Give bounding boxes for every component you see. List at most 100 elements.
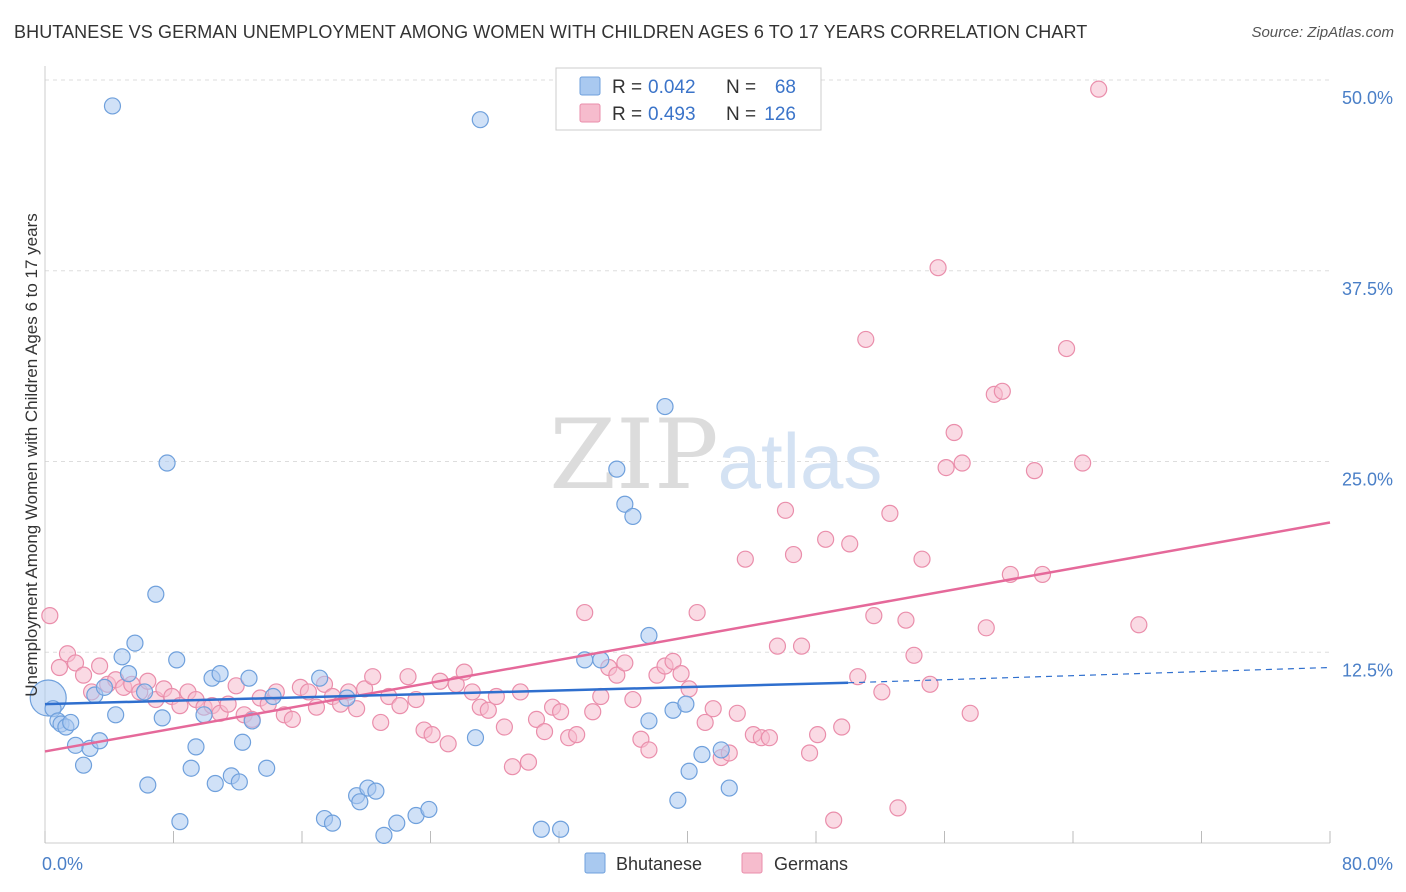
bhutanese-point-12 — [107, 706, 125, 724]
german-point-80 — [688, 603, 706, 622]
legend-n-label-1: N = — [726, 77, 756, 98]
german-point-98 — [833, 718, 851, 736]
german-point-68 — [592, 687, 610, 706]
german-point-59 — [519, 753, 538, 771]
legend-bottom-swatch-pink — [741, 852, 763, 874]
y-tick-label-1: 25.0% — [1342, 470, 1393, 490]
german-point-124 — [1130, 616, 1148, 634]
german-point-74 — [640, 741, 658, 759]
bhutanese-point-42 — [351, 793, 369, 811]
german-point-86 — [736, 550, 754, 568]
bhutanese-point-52 — [552, 820, 570, 838]
german-point-89 — [760, 729, 779, 747]
bhutanese-point-34 — [243, 712, 261, 730]
bhutanese-point-48 — [420, 800, 438, 819]
german-point-122 — [1074, 454, 1092, 472]
bhutanese-point-55 — [608, 460, 626, 478]
bhutanese-point-51 — [532, 820, 550, 838]
german-point-23 — [227, 677, 245, 695]
legend-bottom-label-germans: Germans — [774, 854, 848, 874]
german-point-77 — [664, 652, 682, 671]
trend-lines — [44, 521, 1331, 753]
german-point-82 — [704, 700, 722, 718]
german-point-109 — [921, 675, 939, 693]
bhutanese-point-23 — [171, 813, 189, 831]
bhutanese-trend-extension — [848, 666, 1331, 684]
legend-series: Bhutanese Germans — [584, 852, 848, 874]
german-point-70 — [608, 666, 626, 684]
german-point-100 — [849, 668, 867, 686]
y-tick-label-3: 50.0% — [1342, 88, 1393, 108]
bhutanese-point-29 — [211, 665, 229, 683]
bhutanese-point-28 — [206, 774, 224, 793]
german-point-96 — [817, 530, 835, 548]
bhutanese-point-7 — [74, 756, 93, 774]
bhutanese-point-50 — [471, 111, 489, 129]
german-point-103 — [873, 683, 891, 701]
german-point-1 — [50, 658, 69, 677]
bhutanese-point-22 — [168, 651, 186, 669]
german-point-61 — [535, 723, 554, 741]
grid-lines — [45, 79, 1330, 653]
german-point-99 — [841, 535, 859, 553]
german-point-0 — [41, 607, 59, 625]
german-point-91 — [776, 501, 795, 519]
bhutanese-point-35 — [258, 759, 276, 777]
bhutanese-point-17 — [135, 683, 154, 701]
y-axis-label: Unemployment Among Women with Children A… — [22, 213, 41, 697]
german-point-106 — [897, 611, 915, 629]
legend-r-value-1: 0.042 — [648, 77, 696, 98]
bhutanese-point-44 — [367, 782, 385, 800]
german-point-78 — [672, 665, 690, 683]
bhutanese-point-14 — [113, 648, 131, 666]
german-point-112 — [945, 423, 963, 442]
german-point-121 — [1057, 339, 1076, 358]
bhutanese-points — [29, 97, 738, 844]
bhutanese-point-15 — [119, 665, 138, 683]
chart-title: BHUTANESE VS GERMAN UNEMPLOYMENT AMONG W… — [14, 22, 1088, 42]
y-tick-label-0: 12.5% — [1342, 660, 1393, 680]
bhutanese-point-36 — [264, 687, 282, 706]
german-point-43 — [391, 697, 409, 715]
bhutanese-point-67 — [720, 779, 738, 797]
german-point-113 — [953, 454, 971, 472]
german-point-85 — [728, 704, 746, 722]
legend-r-label-1: R = — [612, 77, 642, 98]
germans-points — [41, 80, 1148, 829]
watermark-zip: ZIP — [549, 399, 718, 511]
chart-source: Source: ZipAtlas.com — [1251, 24, 1394, 41]
bhutanese-point-26 — [195, 706, 213, 724]
legend-r-value-2: 0.493 — [648, 104, 696, 125]
german-point-115 — [977, 619, 995, 637]
bhutanese-point-24 — [182, 759, 200, 777]
legend-stats: R = 0.042 N = 68 R = 0.493 N = 126 — [555, 67, 822, 131]
german-point-30 — [283, 710, 301, 728]
bhutanese-point-39 — [323, 814, 342, 832]
german-point-104 — [881, 504, 899, 522]
bhutanese-point-11 — [95, 678, 114, 696]
bhutanese-point-18 — [139, 776, 157, 794]
bhutanese-point-25 — [187, 738, 205, 756]
bhutanese-point-57 — [624, 507, 642, 526]
bhutanese-point-65 — [693, 745, 711, 764]
german-point-117 — [993, 382, 1011, 400]
bhutanese-point-62 — [677, 695, 695, 713]
legend-r-label-2: R = — [612, 104, 642, 125]
german-point-65 — [568, 726, 586, 744]
german-point-3 — [66, 654, 85, 672]
legend-n-value-2: 126 — [764, 104, 796, 125]
bhutanese-point-13 — [103, 97, 122, 115]
german-point-71 — [616, 654, 634, 672]
bhutanese-point-49 — [466, 729, 485, 747]
bhutanese-point-21 — [158, 454, 176, 472]
bhutanese-point-5 — [62, 713, 80, 732]
y-tick-label-2: 37.5% — [1342, 279, 1393, 299]
german-point-111 — [937, 459, 955, 477]
german-point-79 — [680, 680, 698, 698]
watermark-atlas: atlas — [718, 417, 883, 505]
german-point-94 — [800, 744, 819, 762]
bhutanese-point-32 — [233, 733, 252, 751]
legend-n-label-2: N = — [726, 104, 756, 125]
german-point-102 — [865, 607, 883, 625]
